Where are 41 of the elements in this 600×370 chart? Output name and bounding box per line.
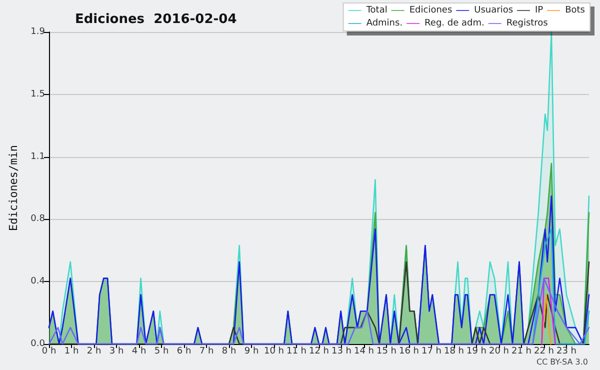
x-tick-label: 8 h: [222, 346, 236, 356]
legend-label: Ediciones: [409, 6, 452, 16]
legend-label: Admins.: [366, 18, 403, 28]
x-tick-label: 3 h: [109, 346, 124, 356]
line-series: [532, 228, 590, 345]
x-tick-label: 12 h: [308, 346, 330, 356]
x-tick-label: 13 h: [331, 346, 352, 356]
x-tick-label: 7 h: [199, 346, 214, 356]
text: CC BY-SA 3.0: [536, 358, 588, 366]
x-tick-label: 5 h: [154, 346, 169, 356]
x-tick-label: 19 h: [466, 346, 487, 356]
x-tick-label: 10 h: [264, 346, 284, 356]
x-tick-label: 20 h: [488, 346, 510, 356]
y-tick-label: 1.5: [30, 89, 45, 100]
legend-label: Total: [365, 6, 388, 16]
x-tick-label: 2 h: [86, 346, 102, 356]
x-tick-label: 16 h: [398, 346, 420, 356]
legend-label: IP: [535, 6, 544, 16]
chart-title: Ediciones 2016-02-04: [75, 12, 237, 27]
legend-label: Bots: [565, 6, 586, 16]
x-tick-label: 15 h: [376, 346, 397, 356]
x-tick-label: 4 h: [132, 346, 146, 356]
x-tick-label: 6 h: [176, 346, 192, 356]
x-tick-label: 18 h: [444, 346, 464, 356]
x-tick-label: 17 h: [421, 346, 442, 356]
x-tick-label: 9 h: [244, 346, 259, 356]
x-tick-label: 14 h: [354, 346, 374, 356]
legend-label: Reg. de adm.: [424, 18, 484, 28]
x-tick-label: 1 h: [64, 346, 79, 356]
x-tick-label: 21 h: [511, 346, 532, 356]
x-tick-label: 11 h: [286, 346, 307, 356]
x-tick-label: 0 h: [42, 346, 56, 356]
x-tick-label: 23 h: [556, 346, 577, 356]
y-tick-label: 0.4: [30, 276, 46, 287]
legend-label: Usuarios: [474, 6, 514, 16]
legend-label: Registros: [506, 18, 548, 28]
x-tick-label: 22 h: [534, 346, 554, 356]
y-axis-title: Ediciones/min: [7, 144, 20, 232]
y-tick-label: 1.9: [30, 27, 46, 37]
y-tick-label: 1.1: [30, 152, 45, 162]
y-tick-label: 0.8: [30, 214, 46, 224]
